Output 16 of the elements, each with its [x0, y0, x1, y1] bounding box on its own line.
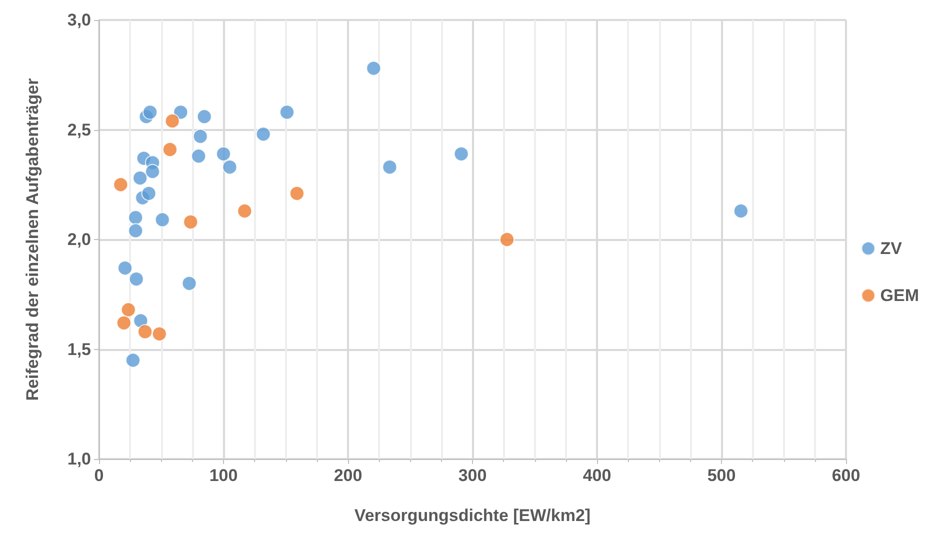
y-tick-label: 1,0 [67, 450, 91, 468]
x-axis-title: Versorgungsdichte [EW/km2] [354, 506, 591, 525]
x-tick-label: 100 [209, 466, 238, 485]
y-tick-label: 3,0 [67, 10, 91, 30]
x-tick-label: 600 [832, 466, 860, 485]
x-tick-label: 0 [94, 466, 104, 485]
x-tick-label: 400 [582, 466, 612, 485]
legend-label: GEM [880, 286, 920, 305]
x-tick-label: 500 [707, 466, 736, 485]
y-tick-label: 1,5 [67, 340, 91, 359]
x-tick-label: 300 [458, 466, 487, 485]
y-tick-label: 2,5 [67, 120, 91, 140]
x-tick-label: 200 [334, 466, 362, 485]
y-axis-title: Reifegrad der einzelnen Aufgabenträger [23, 78, 42, 401]
y-tick-label: 2,0 [67, 230, 91, 249]
legend-label: ZV [880, 239, 903, 258]
